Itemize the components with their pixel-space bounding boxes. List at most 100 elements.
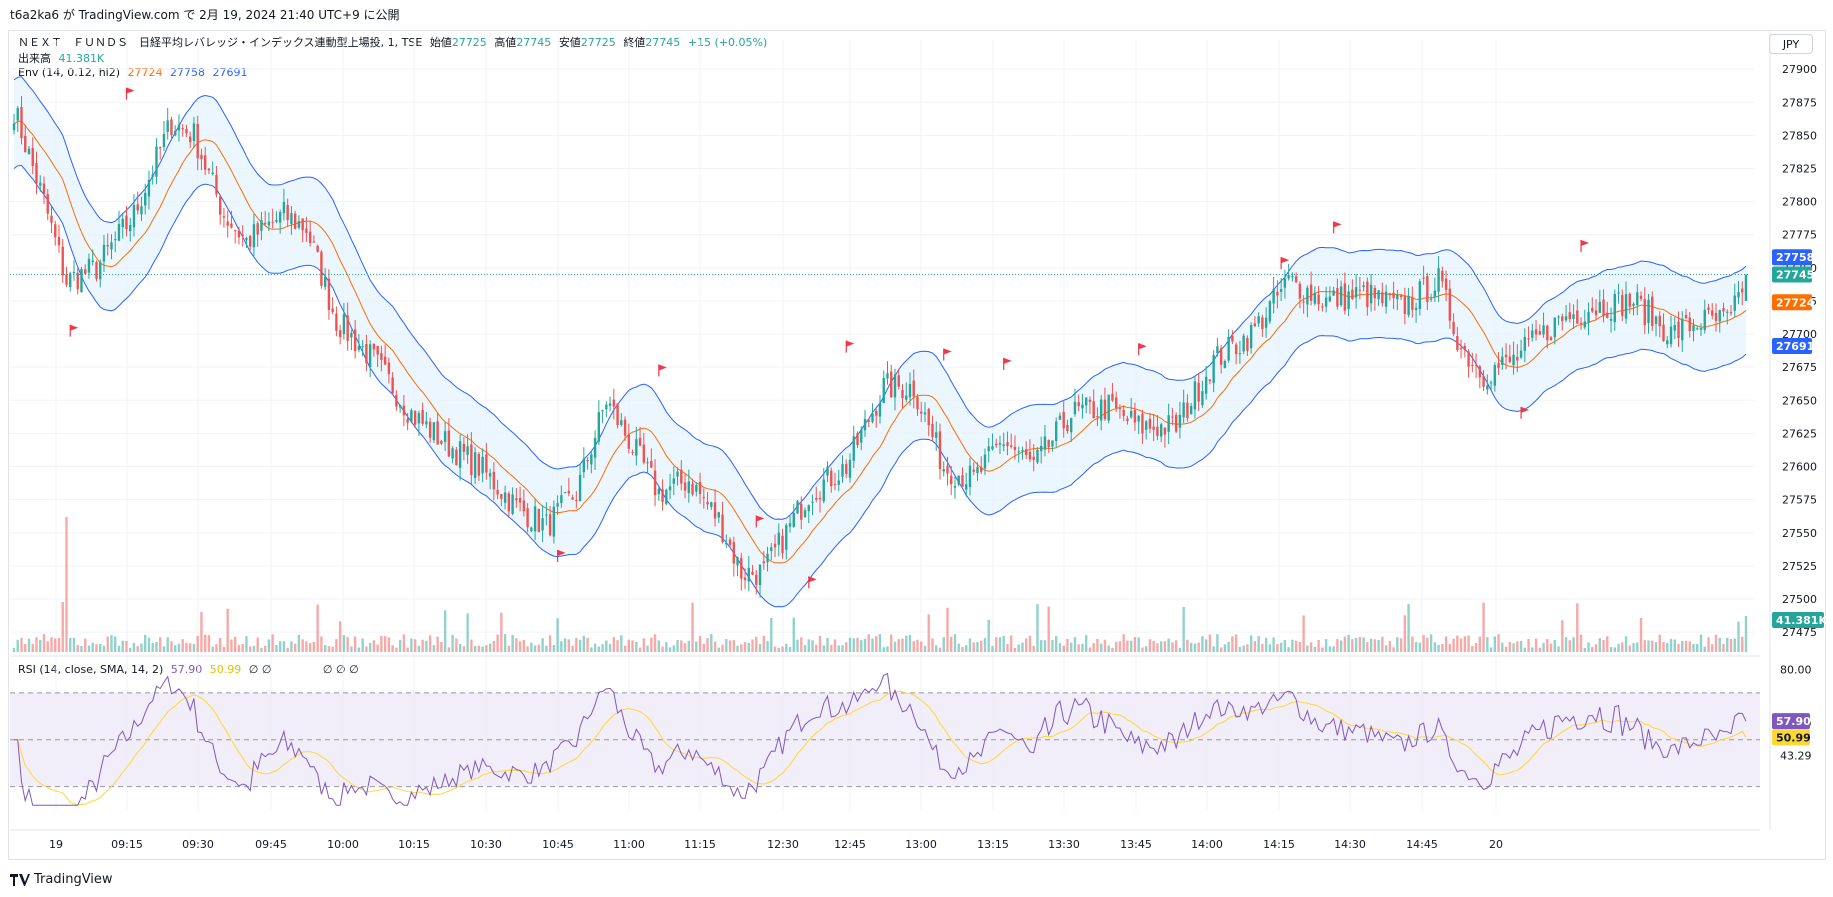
candle-body bbox=[466, 446, 469, 455]
candle-body bbox=[710, 502, 713, 507]
volume-bar bbox=[1302, 615, 1305, 652]
candle-body bbox=[732, 542, 735, 564]
candle-body bbox=[567, 490, 571, 494]
volume-bar bbox=[1148, 639, 1152, 652]
candle-body bbox=[1054, 421, 1058, 442]
candle-body bbox=[1602, 299, 1605, 317]
volume-bar bbox=[1474, 643, 1478, 652]
candle-body bbox=[1133, 410, 1137, 423]
candle-body bbox=[991, 446, 994, 450]
volume-bar bbox=[316, 604, 319, 652]
candle-body bbox=[530, 527, 533, 532]
volume-bar bbox=[1504, 646, 1508, 652]
candle-body bbox=[1351, 289, 1354, 300]
volume-bar bbox=[1084, 634, 1088, 652]
volume-bar bbox=[1351, 639, 1354, 652]
price-tick-label: 27650 bbox=[1782, 394, 1817, 407]
time-tick-label: 10:45 bbox=[542, 838, 574, 851]
volume-label[interactable]: 出来高 bbox=[18, 52, 51, 65]
candle-body bbox=[1456, 336, 1459, 350]
volume-bar bbox=[50, 637, 53, 652]
candle-body bbox=[1084, 397, 1088, 406]
candle-body bbox=[1692, 325, 1695, 332]
symbol-title[interactable]: ＮＥＸＴ ＦＵＮＤＳ 日経平均レバレッジ・インデックス連動型上場投, 1, TS… bbox=[18, 36, 423, 49]
volume-bar bbox=[177, 643, 181, 652]
candle-body bbox=[1613, 293, 1616, 323]
candle-body bbox=[1444, 278, 1448, 290]
rsi-tick-label: 43.29 bbox=[1780, 749, 1812, 762]
candle-body bbox=[260, 220, 263, 231]
candle-body bbox=[1557, 316, 1560, 318]
volume-bar bbox=[1294, 640, 1298, 652]
candle-body bbox=[27, 148, 31, 155]
candle-body bbox=[1291, 276, 1294, 278]
candle-body bbox=[1193, 381, 1197, 410]
volume-bar bbox=[1666, 642, 1669, 652]
candle-body bbox=[987, 446, 990, 452]
open-label: 始値 bbox=[429, 36, 452, 49]
candle-body bbox=[91, 260, 94, 263]
candle-body bbox=[174, 130, 177, 136]
volume-bar bbox=[1238, 646, 1242, 652]
volume-bar bbox=[575, 637, 578, 652]
candle-body bbox=[99, 262, 102, 280]
time-tick-label: 13:45 bbox=[1120, 838, 1152, 851]
volume-bar bbox=[76, 645, 79, 652]
volume-bar bbox=[758, 643, 762, 652]
candle-body bbox=[188, 136, 192, 143]
candle-body bbox=[563, 492, 567, 494]
candle-body bbox=[256, 223, 259, 235]
volume-bar bbox=[965, 645, 968, 652]
volume-bar bbox=[1399, 638, 1403, 652]
volume-bar bbox=[151, 643, 154, 652]
candle-body bbox=[50, 215, 53, 223]
candle-body bbox=[282, 202, 286, 214]
high-label: 高値 bbox=[494, 36, 517, 49]
candle-body bbox=[1534, 329, 1538, 335]
candle-body bbox=[920, 411, 923, 414]
volume-bar bbox=[147, 637, 151, 652]
volume-bar bbox=[1459, 638, 1463, 652]
candle-body bbox=[796, 501, 799, 514]
candle-body bbox=[1508, 356, 1512, 362]
volume-bar bbox=[398, 639, 402, 652]
volume-bar bbox=[417, 645, 421, 652]
volume-bar bbox=[1568, 640, 1572, 652]
candle-body bbox=[1167, 415, 1170, 432]
time-tick-label: 11:00 bbox=[613, 838, 645, 851]
volume-bar bbox=[114, 636, 117, 652]
volume-bar bbox=[342, 635, 346, 652]
volume-bar bbox=[125, 641, 128, 652]
candle-body bbox=[1141, 413, 1144, 434]
volume-bar bbox=[365, 646, 368, 652]
volume-bar bbox=[1557, 646, 1560, 652]
price-pill-upper-label: 27758 bbox=[1776, 251, 1814, 264]
candle-body bbox=[275, 220, 278, 222]
candle-body bbox=[511, 494, 514, 514]
volume-bar bbox=[586, 637, 589, 652]
time-tick-label: 10:30 bbox=[470, 838, 502, 851]
candle-body bbox=[61, 246, 64, 276]
price-pill-lower-label: 27691 bbox=[1776, 340, 1814, 353]
candle-body bbox=[1077, 402, 1080, 407]
volume-bar bbox=[755, 636, 758, 652]
candle-body bbox=[878, 402, 882, 417]
volume-bar bbox=[1006, 644, 1009, 652]
volume-bar bbox=[623, 645, 627, 652]
volume-bar bbox=[500, 612, 503, 652]
candles bbox=[12, 96, 1748, 598]
candle-body bbox=[1452, 321, 1455, 335]
rsi-tick-label: 80.00 bbox=[1780, 663, 1812, 676]
candle-body bbox=[968, 465, 972, 487]
candle-body bbox=[1437, 268, 1440, 292]
volume-bar bbox=[211, 646, 214, 652]
volume-bar bbox=[511, 634, 514, 652]
volume-bar bbox=[293, 643, 297, 652]
volume-bar bbox=[1291, 639, 1294, 652]
candle-body bbox=[24, 135, 27, 153]
candle-body bbox=[822, 479, 825, 502]
volume-bar bbox=[773, 646, 777, 652]
candle-body bbox=[1703, 309, 1706, 331]
candle-body bbox=[897, 375, 900, 387]
